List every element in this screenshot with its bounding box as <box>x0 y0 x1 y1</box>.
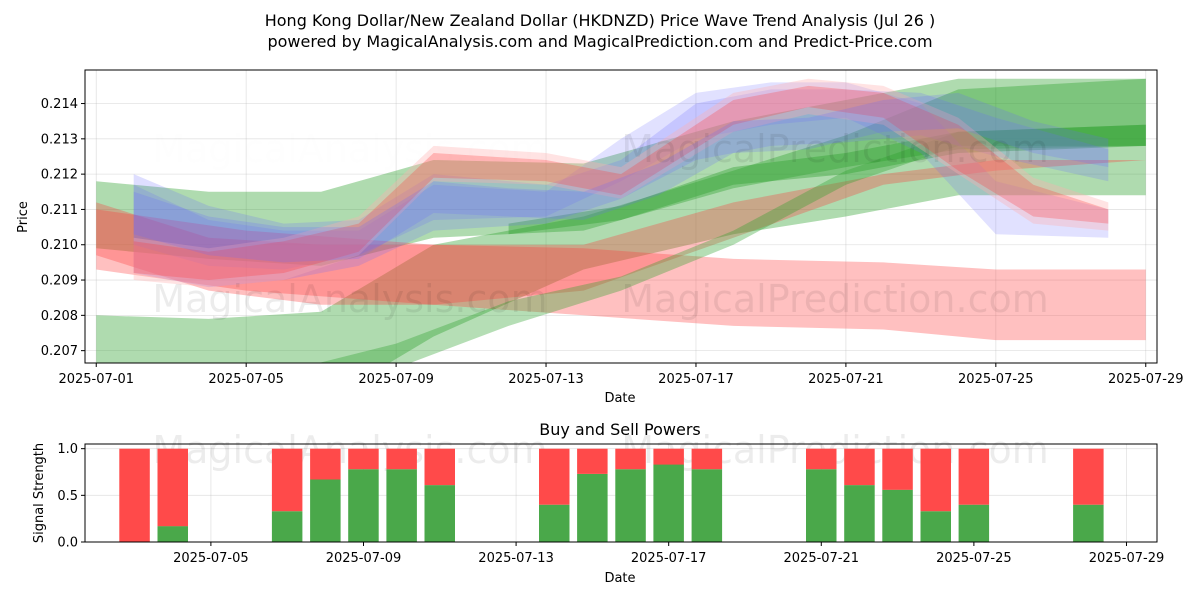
buy-power-bar <box>691 469 723 542</box>
buy-power-bar <box>844 485 875 542</box>
signal-x-ticks: 2025-07-05 2025-07-09 2025-07-13 2025-07-17… <box>173 542 1164 566</box>
price-y-tick-label: 0.210 <box>41 238 78 253</box>
sell-power-bar <box>157 448 188 527</box>
price-band-10 <box>133 85 1109 281</box>
buy-power-bar <box>424 485 455 542</box>
buy-power-bar <box>920 511 951 542</box>
price-y-tick-label: 0.209 <box>41 274 78 289</box>
price-y-tick-label: 0.213 <box>41 132 78 147</box>
price-x-tick-label: 2025-07-21 <box>808 372 884 387</box>
signal-x-tick-label: 2025-07-21 <box>784 551 860 566</box>
sell-power-bar <box>539 448 570 505</box>
signal-x-tick-label: 2025-07-25 <box>936 551 1012 566</box>
buy-power-bar <box>271 511 303 542</box>
sell-power-bar <box>615 448 646 470</box>
sell-power-bar <box>920 448 951 512</box>
sell-power-bar <box>310 448 341 480</box>
chart-title-line-2: powered by MagicalAnalysis.com and Magic… <box>267 32 932 51</box>
sell-power-bar <box>386 448 417 470</box>
watermark-right-bottom: MagicalPrediction.com <box>621 277 1049 321</box>
chart-title-line-1: Hong Kong Dollar/New Zealand Dollar (HKD… <box>265 11 936 30</box>
buy-power-bar <box>615 469 646 542</box>
sell-power-bar <box>958 448 990 505</box>
buy-power-bar <box>157 526 188 542</box>
buy-power-bar <box>882 489 913 542</box>
price-band-4 <box>96 160 1146 305</box>
price-band-3 <box>96 209 1146 341</box>
price-band-2 <box>96 78 1146 266</box>
sell-power-bar <box>271 448 303 512</box>
sell-power-bar <box>348 448 379 470</box>
sell-power-bar <box>691 448 723 470</box>
watermark-left-bottom: MagicalAnalysis.com <box>152 277 547 321</box>
signal-y-tick-label: 0.0 <box>57 536 78 551</box>
signal-x-tick-label: 2025-07-13 <box>478 551 554 566</box>
price-band-5 <box>318 124 1146 363</box>
price-plot-area <box>85 70 1157 363</box>
price-x-tick-label: 2025-07-29 <box>1108 372 1184 387</box>
price-x-tick-label: 2025-07-25 <box>958 372 1034 387</box>
price-x-tick-label: 2025-07-01 <box>58 372 134 387</box>
price-y-tick-label: 0.208 <box>41 309 78 324</box>
price-band-9 <box>133 78 1109 288</box>
sell-power-bar <box>577 448 608 474</box>
price-x-tick-label: 2025-07-05 <box>208 372 284 387</box>
sell-power-bar <box>653 448 684 465</box>
price-plot-frame <box>84 69 1158 364</box>
price-band-6 <box>508 124 1146 235</box>
price-y-tick-label: 0.214 <box>41 97 78 112</box>
price-y-ticks: 0.207 0.208 0.209 0.210 0.211 0.212 0.213 0.214 <box>41 97 85 359</box>
signal-x-axis-label: Date <box>604 571 635 586</box>
price-band-7 <box>133 89 1109 288</box>
price-y-tick-label: 0.212 <box>41 168 78 183</box>
buy-power-bar <box>386 469 417 542</box>
signal-y-tick-label: 0.5 <box>57 489 78 504</box>
sell-power-bar <box>424 448 455 486</box>
signal-x-tick-label: 2025-07-17 <box>631 551 707 566</box>
buy-power-bar <box>806 469 837 542</box>
sell-power-bar <box>806 448 837 470</box>
price-x-tick-label: 2025-07-13 <box>508 372 584 387</box>
price-band-8 <box>133 82 1109 270</box>
signal-y-ticks: 0.0 0.5 1.0 <box>57 442 85 551</box>
sell-power-bar <box>119 448 150 542</box>
sell-power-bar <box>844 448 875 486</box>
buy-power-bar <box>958 504 990 542</box>
price-x-ticks: 2025-07-01 2025-07-05 2025-07-09 2025-07-13… <box>58 363 1184 387</box>
watermark-left-top: MagicalAnalysis.com <box>152 127 547 171</box>
price-x-axis-label: Date <box>604 391 635 406</box>
signal-y-axis-label: Signal Strength <box>32 443 47 543</box>
signal-x-tick-label: 2025-07-09 <box>326 551 402 566</box>
price-y-axis-label: Price <box>16 201 31 233</box>
price-band-11 <box>133 92 1109 263</box>
price-wave-bands <box>96 78 1146 363</box>
price-y-tick-label: 0.207 <box>41 344 78 359</box>
signal-bars <box>119 448 1104 542</box>
buy-power-bar <box>653 464 684 542</box>
price-band-1 <box>96 78 1146 363</box>
price-chart: MagicalAnalysis.com MagicalPrediction.co… <box>16 69 1184 406</box>
buy-power-bar <box>310 479 341 542</box>
signal-x-tick-label: 2025-07-05 <box>173 551 249 566</box>
signal-x-tick-label: 2025-07-29 <box>1089 551 1165 566</box>
signal-plot-frame <box>84 443 1158 543</box>
price-y-tick-label: 0.211 <box>41 203 78 218</box>
price-x-tick-label: 2025-07-09 <box>358 372 434 387</box>
signal-chart: Buy and Sell Powers MagicalAnalysis.com … <box>32 420 1164 586</box>
signal-chart-title: Buy and Sell Powers <box>539 420 701 439</box>
buy-power-bar <box>577 473 608 542</box>
watermark-right-top: MagicalPrediction.com <box>621 127 1049 171</box>
price-x-tick-label: 2025-07-17 <box>658 372 734 387</box>
buy-power-bar <box>1073 504 1104 542</box>
sell-power-bar <box>882 448 913 490</box>
buy-power-bar <box>348 469 379 542</box>
buy-power-bar <box>539 504 570 542</box>
price-gridlines <box>85 70 1157 363</box>
sell-power-bar <box>1073 448 1104 505</box>
signal-y-tick-label: 1.0 <box>57 442 78 457</box>
